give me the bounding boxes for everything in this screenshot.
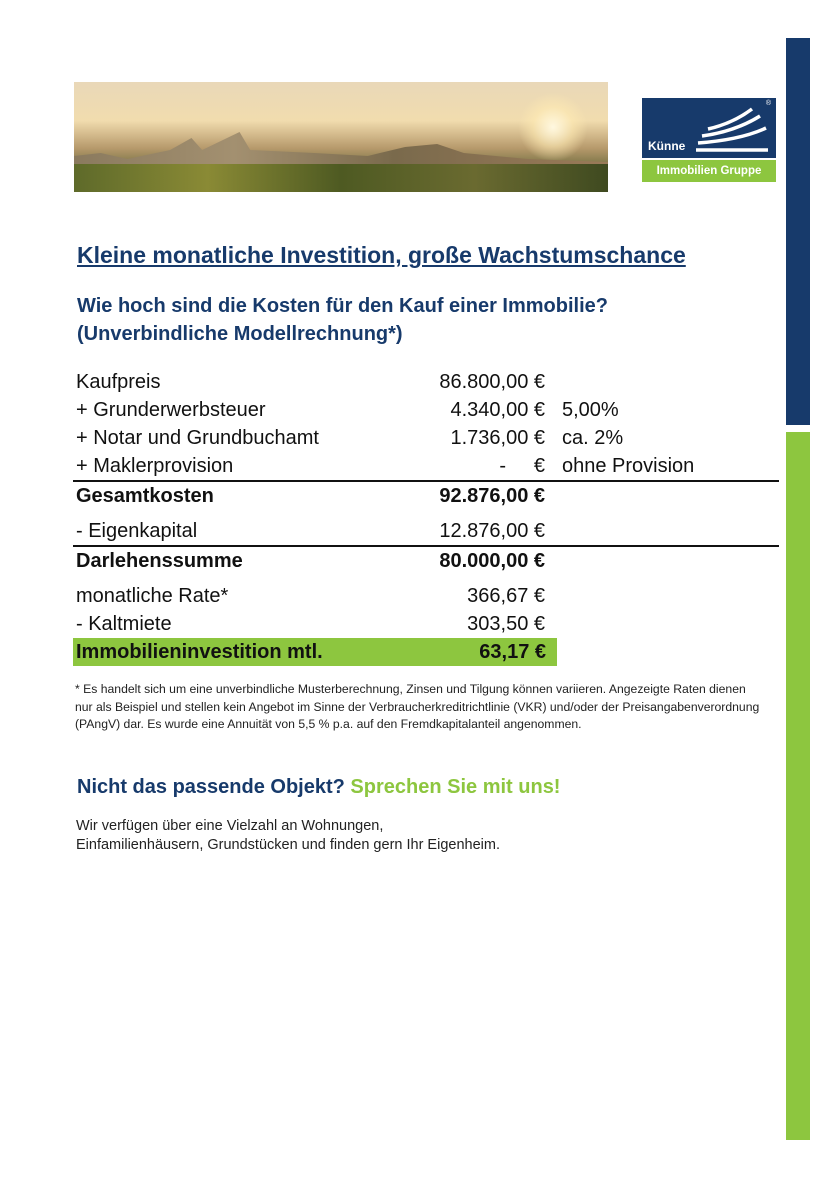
row-value: 1.736,00 € bbox=[450, 427, 545, 449]
row-value: 86.800,00 € bbox=[439, 371, 545, 393]
brand-subtitle: Immobilien Gruppe bbox=[642, 160, 776, 182]
row-note: ca. 2% bbox=[562, 427, 624, 449]
row-label: + Maklerprovision bbox=[76, 455, 234, 477]
row-value: 80.000,00 € bbox=[439, 550, 545, 572]
body-line: Einfamilienhäusern, Grundstücken und fin… bbox=[76, 837, 500, 853]
row-label: Gesamtkosten bbox=[76, 485, 214, 507]
brand-name: Künne bbox=[648, 139, 686, 153]
cost-table: Kaufpreis 86.800,00 € + Grunderwerbsteuer… bbox=[73, 368, 779, 666]
table-row: + Maklerprovision - € ohne Provision bbox=[73, 452, 779, 480]
table-row: - Kaltmiete 303,50 € bbox=[73, 610, 779, 638]
row-label: + Notar und Grundbuchamt bbox=[76, 427, 319, 449]
navy-side-bar bbox=[786, 38, 810, 425]
city-skyline-banner-image bbox=[74, 82, 608, 192]
row-label: Immobilieninvestition mtl. bbox=[76, 641, 323, 663]
cta-question: Nicht das passende Objekt? bbox=[77, 776, 345, 798]
table-row: - Eigenkapital 12.876,00 € bbox=[73, 517, 779, 545]
loan-row: Darlehenssumme 80.000,00 € bbox=[73, 545, 779, 573]
building-icon bbox=[696, 107, 768, 152]
table-row: Kaufpreis 86.800,00 € bbox=[73, 368, 779, 396]
body-text: Wir verfügen über eine Vielzahl an Wohnu… bbox=[76, 817, 500, 855]
row-value: 303,50 € bbox=[467, 613, 545, 635]
row-note: 5,00% bbox=[562, 399, 619, 421]
body-line: Wir verfügen über eine Vielzahl an Wohnu… bbox=[76, 818, 384, 834]
row-value: 63,17 € bbox=[479, 641, 546, 663]
table-row: + Grunderwerbsteuer 4.340,00 € 5,00% bbox=[73, 396, 779, 424]
row-value: 92.876,00 € bbox=[439, 485, 545, 507]
row-label: Darlehenssumme bbox=[76, 550, 243, 572]
page-title: Kleine monatliche Investition, große Wac… bbox=[77, 242, 686, 268]
row-label: Kaufpreis bbox=[76, 371, 161, 393]
table-row: monatliche Rate* 366,67 € bbox=[73, 582, 779, 610]
subtitle-line: (Unverbindliche Modellrechnung*) bbox=[77, 323, 403, 345]
row-value: 366,67 € bbox=[467, 585, 545, 607]
row-value: - € bbox=[499, 455, 545, 477]
row-label: monatliche Rate* bbox=[76, 585, 229, 607]
row-label: - Eigenkapital bbox=[76, 520, 198, 542]
kuenne-logo: ® Künne Immobilien Gruppe bbox=[642, 98, 776, 182]
green-side-bar bbox=[786, 432, 810, 1140]
registered-mark: ® bbox=[765, 100, 771, 107]
highlight-row: Immobilieninvestition mtl. 63,17 € bbox=[73, 638, 557, 666]
cta-heading: Nicht das passende Objekt? Sprechen Sie … bbox=[77, 776, 560, 799]
row-value: 12.876,00 € bbox=[439, 520, 545, 542]
row-note: ohne Provision bbox=[562, 455, 695, 477]
row-label: - Kaltmiete bbox=[76, 613, 172, 635]
cta-action: Sprechen Sie mit uns! bbox=[350, 776, 561, 798]
footnote: * Es handelt sich um eine unverbindliche… bbox=[75, 682, 760, 731]
section-subtitle: Wie hoch sind die Kosten für den Kauf ei… bbox=[77, 292, 608, 348]
row-label: + Grunderwerbsteuer bbox=[76, 399, 266, 421]
row-value: 4.340,00 € bbox=[450, 399, 545, 421]
table-row: + Notar und Grundbuchamt 1.736,00 € ca. 2% bbox=[73, 424, 779, 452]
total-row: Gesamtkosten 92.876,00 € bbox=[73, 480, 779, 508]
subtitle-line: Wie hoch sind die Kosten für den Kauf ei… bbox=[77, 295, 608, 317]
